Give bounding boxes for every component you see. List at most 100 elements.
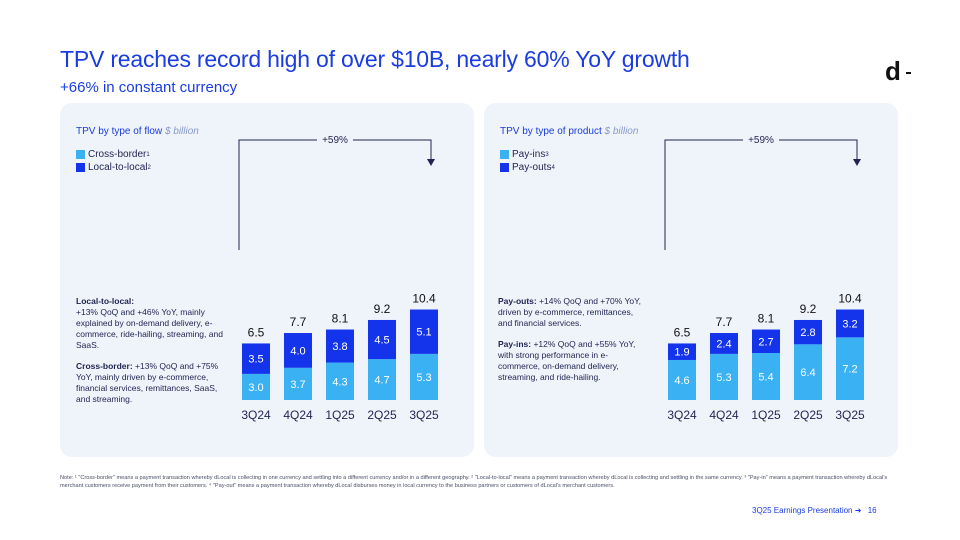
growth-label-bg [743,133,779,147]
legend-label: Pay-ins [512,149,546,160]
total-label: 7.7 [290,315,307,329]
data-label: 3.0 [248,382,263,394]
total-label: 10.4 [412,292,436,306]
bar-pay-ins-1Q25 [752,353,780,400]
bar-pay-ins-3Q25 [836,337,864,400]
data-label: 4.3 [332,376,347,388]
data-label: 3.8 [332,341,347,353]
data-label: 4.6 [674,375,689,387]
growth-label: +59% [322,135,348,146]
bar-pay-ins-2Q25 [794,344,822,400]
legend-footnote: 4 [551,164,555,171]
x-tick-label: 2Q25 [367,408,397,422]
bar-pay-outs-3Q25 [836,309,864,338]
x-tick-label: 1Q25 [751,408,781,422]
panel-unit: $ billion [604,126,639,137]
x-tick-label: 4Q24 [283,408,313,422]
commentary-local: Local-to-local: +13% QoQ and +46% YoY, ma… [76,296,226,351]
legend-item-local-to-local: Local-to-local 2 [76,161,151,174]
data-label: 3.5 [248,354,263,366]
arrow-icon: ➜ [854,506,862,515]
bar-cross-border-2Q25 [368,359,396,400]
legend-swatch [500,163,509,172]
data-label: 5.3 [416,372,431,384]
data-label: 2.8 [800,327,815,339]
tpv-flow-chart: 3.0 3.5 6.5 3Q24 3.7 4.0 7.7 4Q24 4.3 3.8 8.1 1Q25 4… [238,133,439,422]
growth-arrow-icon [427,159,435,166]
total-label: 9.2 [800,302,817,316]
commentary-text: +13% QoQ and +46% YoY, mainly explained … [76,307,223,350]
total-label: 10.4 [838,292,862,306]
data-label: 5.3 [716,372,731,384]
legend-item-cross-border: Cross-border 1 [76,148,151,161]
page-title: TPV reaches record high of over $10B, ne… [60,46,690,72]
page-footer: 3Q25 Earnings Presentation ➜ 16 [752,506,877,515]
commentary-text: +12% QoQ and +55% YoY, with strong perfo… [498,339,636,382]
data-label: 7.2 [842,364,857,376]
total-label: 6.5 [248,325,265,339]
data-label: 5.1 [416,327,431,339]
commentary-heading: Cross-border: [76,361,133,371]
legend-swatch [76,163,85,172]
growth-bracket [238,139,432,250]
page-subtitle: +66% in constant currency [60,79,238,96]
bar-local-to-local-4Q24 [284,333,312,368]
x-tick-label: 1Q25 [325,408,355,422]
tpv-product-chart: 4.6 1.9 6.5 3Q24 5.3 2.4 7.7 4Q24 5.4 2.7 8.1 1Q25 6… [664,133,865,422]
panel-title-text: TPV by type of product [500,126,602,137]
legend-swatch [76,150,85,159]
total-label: 9.2 [374,302,391,316]
dlocal-logo: d [885,56,901,86]
chart-legend: Cross-border 1 Local-to-local 2 [76,148,151,174]
page-number: 16 [867,506,877,515]
total-label: 8.1 [758,312,775,326]
bar-pay-outs-4Q24 [710,333,738,354]
legend-label: Pay-outs [512,162,552,173]
bar-cross-border-3Q24 [242,373,270,400]
legend-footnote: 2 [147,164,151,171]
x-tick-label: 3Q25 [835,408,865,422]
total-label: 7.7 [716,315,733,329]
commentary: Local-to-local: +13% QoQ and +46% YoY, ma… [76,296,226,415]
footnote: Note: ¹ "Cross-border" means a payment t… [60,475,888,489]
commentary-payins: Pay-ins: +12% QoQ and +55% YoY, with str… [498,339,648,383]
legend-footnote: 1 [146,151,150,158]
data-label: 2.4 [716,338,731,350]
data-label: 2.7 [758,336,773,348]
panel-title: TPV by type of product $ billion [500,126,638,137]
data-label: 3.2 [842,318,857,330]
x-tick-label: 4Q24 [709,408,739,422]
bar-local-to-local-1Q25 [326,329,354,363]
total-label: 6.5 [674,325,691,339]
data-label: 4.0 [290,345,305,357]
bar-pay-outs-1Q25 [752,329,780,354]
x-tick-label: 3Q24 [667,408,697,422]
legend-item-pay-ins: Pay-ins 3 [500,148,555,161]
bar-local-to-local-3Q25 [410,309,438,354]
x-tick-label: 2Q25 [793,408,823,422]
commentary: Pay-outs: +14% QoQ and +70% YoY, driven … [498,296,648,393]
commentary-heading: Local-to-local: [76,296,135,306]
panel-unit: $ billion [164,126,199,137]
bar-pay-ins-4Q24 [710,353,738,400]
commentary-heading: Pay-outs: [498,296,537,306]
bar-local-to-local-3Q24 [242,343,270,374]
bar-local-to-local-2Q25 [368,319,396,360]
bar-pay-outs-2Q25 [794,319,822,345]
growth-label-bg [317,133,353,147]
panel-title-text: TPV by type of flow [76,126,163,137]
data-label: 6.4 [800,367,815,379]
chart-legend: Pay-ins 3 Pay-outs 4 [500,148,555,174]
bar-cross-border-3Q25 [410,353,438,400]
x-tick-label: 3Q25 [409,408,439,422]
legend-item-pay-outs: Pay-outs 4 [500,161,555,174]
x-tick-label: 3Q24 [241,408,271,422]
logo-dash-icon [906,72,911,74]
panel-title: TPV by type of flow $ billion [76,126,199,137]
bar-cross-border-4Q24 [284,367,312,400]
growth-bracket [664,139,858,250]
legend-label: Cross-border [88,149,147,160]
data-label: 4.7 [374,375,389,387]
growth-arrow-icon [853,159,861,166]
data-label: 1.9 [674,347,689,359]
